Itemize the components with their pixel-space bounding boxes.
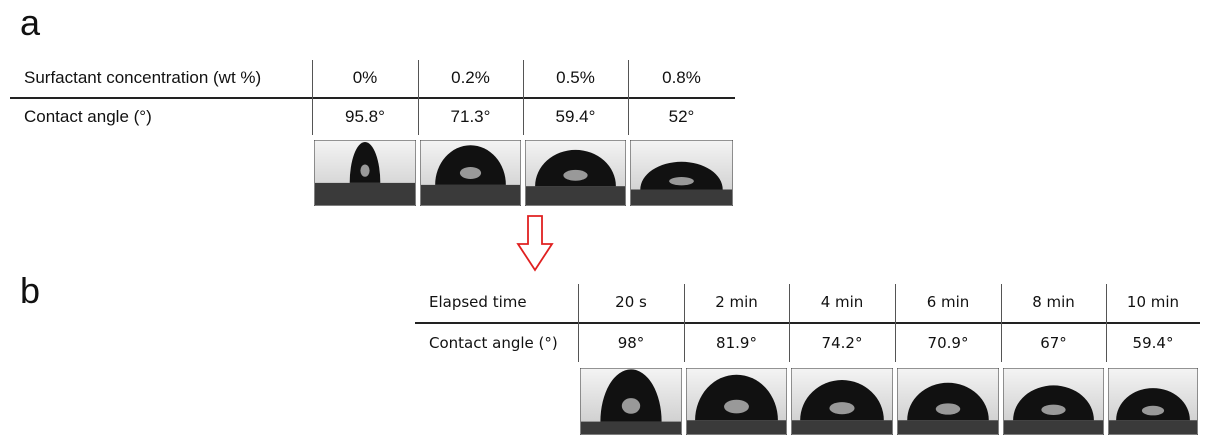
column-divider — [1001, 284, 1002, 362]
table-rule — [415, 322, 1200, 324]
table-cell: 10 min — [1126, 293, 1180, 311]
table-cell: 98° — [617, 334, 645, 352]
table-cell: 52° — [668, 107, 695, 126]
table-cell: 59.4° — [1132, 334, 1174, 352]
droplet-image — [897, 368, 999, 435]
down-arrow — [516, 215, 554, 272]
column-divider — [523, 60, 524, 135]
droplet-image — [314, 140, 416, 206]
table-cell: 0.5% — [556, 68, 595, 87]
row-header: Elapsed time — [429, 293, 527, 311]
column-divider — [418, 60, 419, 135]
column-divider — [1106, 284, 1107, 362]
table-cell: 6 min — [926, 293, 970, 311]
panel-label: b — [20, 270, 41, 311]
column-divider — [684, 284, 685, 362]
table-cell: 0% — [352, 68, 378, 87]
table-cell: 81.9° — [716, 334, 757, 352]
column-divider — [578, 284, 579, 362]
droplet-image — [686, 368, 787, 435]
droplet-image — [420, 140, 521, 206]
table-cell: 74.2° — [821, 334, 863, 352]
column-divider — [895, 284, 896, 362]
table-cell: 70.9° — [927, 334, 969, 352]
table-cell: 0.2% — [451, 68, 490, 87]
table-cell: 95.8° — [345, 107, 385, 126]
table-cell: 20 s — [615, 293, 647, 311]
droplet-image — [1108, 368, 1198, 435]
column-divider — [312, 60, 313, 135]
droplet-image — [580, 368, 682, 435]
table-rule — [10, 97, 735, 99]
table-cell: 0.8% — [662, 68, 701, 87]
table-cell: 71.3° — [450, 107, 491, 126]
droplet-image — [525, 140, 626, 206]
row-header: Contact angle (°) — [429, 334, 558, 352]
panel-label: a — [20, 2, 41, 43]
column-divider — [789, 284, 790, 362]
droplet-image — [630, 140, 733, 206]
table-cell: 67° — [1040, 334, 1067, 352]
column-divider — [628, 60, 629, 135]
row-header: Surfactant concentration (wt %) — [24, 68, 262, 87]
table-cell: 59.4° — [555, 107, 596, 126]
table-cell: 4 min — [820, 293, 864, 311]
table-cell: 8 min — [1032, 293, 1075, 311]
row-header: Contact angle (°) — [24, 107, 152, 126]
droplet-image — [1003, 368, 1104, 435]
droplet-image — [791, 368, 893, 435]
table-cell: 2 min — [715, 293, 758, 311]
